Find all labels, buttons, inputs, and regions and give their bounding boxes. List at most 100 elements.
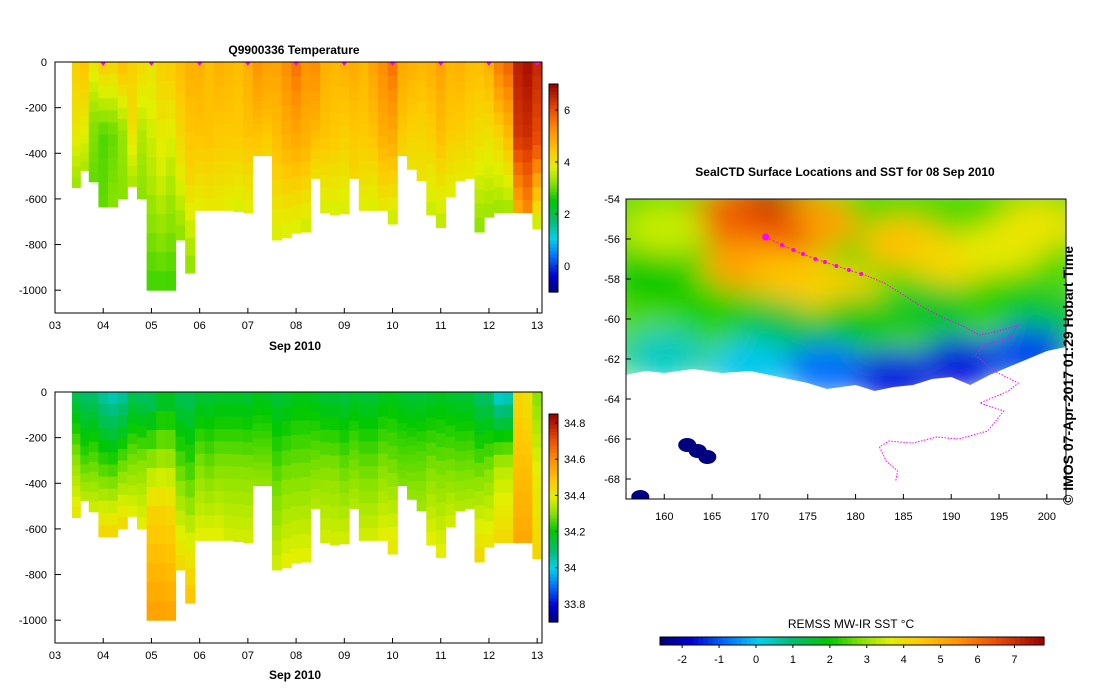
salinity-cell xyxy=(310,440,321,451)
temperature-x-tick-label: 12 xyxy=(483,320,495,332)
temperature-cell xyxy=(175,136,186,152)
temperature-cell xyxy=(503,162,514,176)
temperature-cell xyxy=(291,218,302,234)
salinity-cell xyxy=(136,483,148,496)
salinity-cell xyxy=(387,459,398,474)
temperature-colorbar-segment xyxy=(549,215,558,220)
temperature-colorbar-segment xyxy=(549,246,558,251)
temperature-cell xyxy=(165,214,177,234)
temperature-cell xyxy=(387,170,398,185)
salinity-colorbar-segment xyxy=(549,524,558,529)
temperature-cell xyxy=(349,129,360,141)
temperature-cell xyxy=(175,165,186,182)
temperature-cell xyxy=(455,141,466,152)
salinity-cell xyxy=(378,515,389,529)
salinity-cell xyxy=(503,467,514,481)
temperature-cell xyxy=(262,62,273,71)
salinity-cell xyxy=(88,392,99,403)
temperature-cell xyxy=(214,185,225,199)
salinity-cell xyxy=(503,429,514,443)
temperature-cell xyxy=(406,79,418,90)
salinity-cell xyxy=(281,392,292,408)
salinity-cell xyxy=(503,479,514,493)
seal-track xyxy=(864,274,1020,482)
salinity-cell xyxy=(271,466,283,482)
temperature-cell xyxy=(406,70,418,81)
temperature-cell xyxy=(88,62,99,73)
temperature-cell xyxy=(175,91,186,107)
sst-patch xyxy=(626,329,707,381)
temperature-cell xyxy=(416,81,427,93)
salinity-cell xyxy=(416,480,427,492)
temperature-cell xyxy=(223,123,234,137)
temperature-cell xyxy=(291,147,302,163)
salinity-cell xyxy=(108,464,119,478)
salinity-cell xyxy=(349,498,360,509)
sst-colorbar-tick-label: 2 xyxy=(827,654,833,666)
salinity-colorbar-tick-label: 33.8 xyxy=(564,599,585,611)
temperature-colorbar-segment xyxy=(549,104,558,109)
temperature-cell xyxy=(532,200,543,216)
temperature-cell xyxy=(165,138,177,158)
temperature-cell xyxy=(532,75,543,91)
temperature-cell xyxy=(136,119,148,131)
salinity-cell xyxy=(300,462,312,478)
temperature-cell xyxy=(445,118,456,130)
salinity-cell xyxy=(320,530,331,544)
temperature-cell xyxy=(71,114,81,126)
salinity-cell xyxy=(88,401,99,413)
temperature-cell xyxy=(300,90,312,105)
temperature-colorbar-segment xyxy=(549,87,558,92)
salinity-cell xyxy=(233,392,244,405)
temperature-cell xyxy=(445,162,456,175)
sst-colorbar-segment xyxy=(1029,637,1035,645)
salinity-cell xyxy=(358,429,369,442)
salinity-colorbar-segment xyxy=(549,518,558,523)
temperature-cell xyxy=(185,97,196,116)
temperature-cell xyxy=(368,136,379,150)
salinity-cell xyxy=(165,411,177,431)
salinity-colorbar-segment xyxy=(549,420,558,425)
salinity-cell xyxy=(156,582,167,602)
temperature-x-tick-label: 10 xyxy=(386,320,398,332)
temperature-cell xyxy=(214,74,225,88)
temperature-cell xyxy=(146,233,157,253)
salinity-cell xyxy=(88,451,99,463)
temperature-cell xyxy=(378,185,389,199)
salinity-cell xyxy=(223,515,234,529)
salinity-cell xyxy=(387,419,398,433)
salinity-cell xyxy=(310,421,321,432)
sst-patch xyxy=(890,287,975,339)
map-x-tick-label: 165 xyxy=(703,511,721,523)
temperature-cell xyxy=(339,99,350,114)
temperature-cell xyxy=(156,100,167,120)
sst-colorbar-segment xyxy=(981,637,987,645)
temperature-cell xyxy=(271,91,283,107)
salinity-colorbar-segment xyxy=(549,563,558,568)
salinity-cell xyxy=(185,515,196,534)
temperature-cell xyxy=(493,174,504,188)
salinity-cell xyxy=(329,506,340,520)
salinity-cell xyxy=(513,442,524,456)
sst-colorbar-segment xyxy=(943,637,949,645)
temperature-cell xyxy=(108,62,119,75)
temperature-colorbar-segment xyxy=(549,243,558,248)
temperature-cell xyxy=(503,187,514,201)
temperature-colorbar-segment xyxy=(549,122,558,127)
temperature-cell xyxy=(397,132,408,141)
temperature-cell xyxy=(406,115,418,126)
temperature-cell xyxy=(484,191,495,205)
salinity-cell xyxy=(474,462,485,478)
salinity-colorbar-segment xyxy=(549,507,558,512)
temperature-cell xyxy=(493,87,504,101)
surface-location-point xyxy=(823,260,827,264)
temperature-cell xyxy=(71,145,81,157)
salinity-cell xyxy=(320,442,331,456)
temperature-cell xyxy=(252,69,263,79)
salinity-colorbar-segment xyxy=(549,434,558,439)
salinity-cell xyxy=(204,515,215,529)
salinity-cell xyxy=(397,438,408,448)
salinity-cell xyxy=(310,392,321,403)
salinity-cell xyxy=(185,550,196,569)
temperature-cell xyxy=(455,150,466,162)
